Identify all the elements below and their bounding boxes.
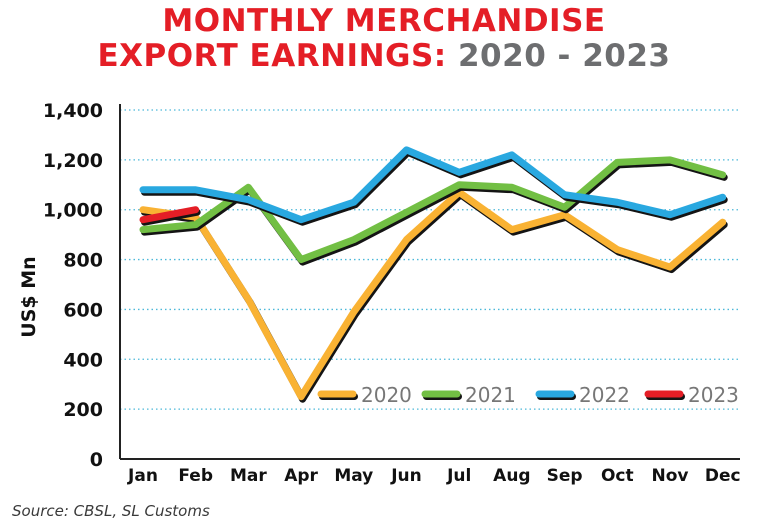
series-line-2021 bbox=[139, 156, 727, 264]
title-years: 2020 - 2023 bbox=[457, 37, 671, 74]
series-line-2023 bbox=[139, 206, 200, 224]
title-line-2: EXPORT EARNINGS: 2020 - 2023 bbox=[0, 37, 768, 74]
x-tick-label: Oct bbox=[601, 466, 634, 486]
legend: 2020 2021 2022 2023 bbox=[317, 383, 739, 407]
title-line-2-prefix: EXPORT EARNINGS: bbox=[97, 37, 458, 74]
series-lines bbox=[139, 146, 728, 403]
x-tick-label: Apr bbox=[284, 466, 318, 486]
legend-label-2020: 2020 bbox=[361, 383, 412, 407]
x-tick-label: Jan bbox=[127, 466, 158, 486]
y-tick-label: 600 bbox=[63, 299, 103, 321]
y-tick-label: 1,400 bbox=[43, 100, 103, 122]
x-tick-label: Jun bbox=[390, 466, 422, 486]
x-tick-label: May bbox=[334, 466, 373, 486]
x-tick-label: Aug bbox=[493, 466, 530, 486]
y-tick-label: 200 bbox=[63, 399, 103, 421]
legend-label-2023: 2023 bbox=[688, 383, 739, 407]
chart-title: MONTHLY MERCHANDISE EXPORT EARNINGS: 202… bbox=[0, 4, 768, 73]
x-tick-label: Mar bbox=[230, 466, 267, 486]
series-shadow-2020 bbox=[141, 191, 728, 403]
y-tick-label: 800 bbox=[63, 250, 103, 272]
y-tick-label: 1,200 bbox=[43, 150, 103, 172]
source-note: Source: CBSL, SL Customs bbox=[12, 502, 210, 520]
y-tick-label: 400 bbox=[63, 349, 103, 371]
y-axis-label: US$ Mn bbox=[18, 256, 40, 337]
x-tick-label: Dec bbox=[705, 466, 741, 486]
legend-label-2021: 2021 bbox=[465, 383, 516, 407]
series-line-2022 bbox=[139, 146, 727, 224]
x-tick-label: Sep bbox=[547, 466, 583, 486]
y-tick-label: 0 bbox=[90, 449, 103, 471]
axes bbox=[119, 104, 740, 460]
title-line-1: MONTHLY MERCHANDISE bbox=[162, 3, 606, 39]
x-tick-label: Jul bbox=[446, 466, 471, 486]
x-tick-label: Feb bbox=[178, 466, 213, 486]
series-line-2020 bbox=[139, 188, 727, 401]
y-tick-label: 1,000 bbox=[43, 200, 103, 222]
x-tick-labels: Jan Feb Mar Apr May Jun Jul Aug Sep Oct Nov Dec bbox=[127, 466, 741, 486]
y-tick-labels: 0 200 400 600 800 1,000 1,200 1,400 bbox=[43, 100, 103, 471]
x-tick-label: Nov bbox=[652, 466, 689, 486]
legend-label-2022: 2022 bbox=[579, 383, 630, 407]
